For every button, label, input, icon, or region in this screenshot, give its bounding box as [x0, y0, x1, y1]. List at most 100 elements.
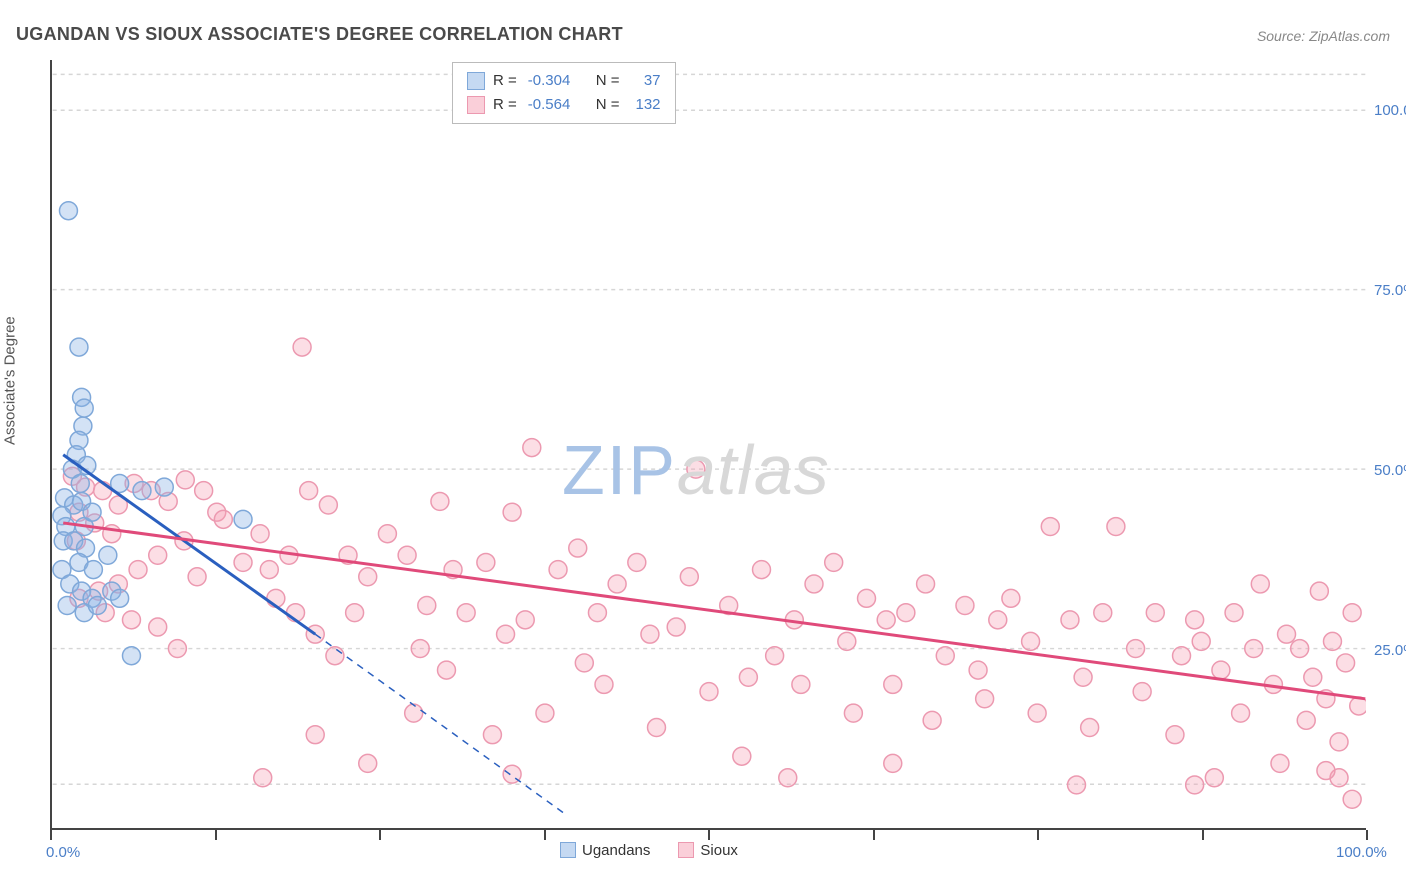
scatter-point: [195, 482, 213, 500]
scatter-point: [1022, 632, 1040, 650]
scatter-point: [1074, 668, 1092, 686]
scatter-point: [897, 604, 915, 622]
scatter-point: [1107, 518, 1125, 536]
scatter-point: [838, 632, 856, 650]
scatter-point: [667, 618, 685, 636]
x-tick-mark: [1202, 830, 1204, 840]
x-tick-mark: [379, 830, 381, 840]
legend-r-label: R =: [493, 93, 517, 117]
scatter-point: [1186, 776, 1204, 794]
legend-r-label: R =: [493, 69, 517, 93]
x-tick-mark: [544, 830, 546, 840]
scatter-point: [628, 553, 646, 571]
scatter-point: [687, 460, 705, 478]
scatter-point: [588, 604, 606, 622]
scatter-point: [359, 568, 377, 586]
scatter-point: [680, 568, 698, 586]
scatter-point: [523, 439, 541, 457]
scatter-point: [411, 640, 429, 658]
scatter-point: [149, 618, 167, 636]
legend-swatch: [467, 96, 485, 114]
scatter-point: [71, 475, 89, 493]
scatter-point: [405, 704, 423, 722]
scatter-point: [549, 561, 567, 579]
scatter-point: [75, 399, 93, 417]
scatter-point: [844, 704, 862, 722]
scatter-point: [214, 510, 232, 528]
scatter-point: [976, 690, 994, 708]
scatter-point: [59, 202, 77, 220]
scatter-point: [438, 661, 456, 679]
scatter-point: [1245, 640, 1263, 658]
scatter-point: [877, 611, 895, 629]
scatter-point: [319, 496, 337, 514]
y-axis-label: Associate's Degree: [2, 316, 19, 445]
scatter-point: [1304, 668, 1322, 686]
scatter-point: [234, 553, 252, 571]
scatter-point: [254, 769, 272, 787]
scatter-point: [595, 675, 613, 693]
scatter-point: [58, 597, 76, 615]
scatter-point: [1291, 640, 1309, 658]
scatter-point: [1094, 604, 1112, 622]
scatter-point: [1212, 661, 1230, 679]
scatter-point: [149, 546, 167, 564]
y-tick-label: 25.0%: [1374, 642, 1406, 659]
legend-n-label: N =: [596, 69, 620, 93]
scatter-point: [1081, 719, 1099, 737]
scatter-point: [1343, 604, 1361, 622]
x-tick-mark: [1366, 830, 1368, 840]
scatter-point: [1166, 726, 1184, 744]
scatter-point: [251, 525, 269, 543]
chart-container: UGANDAN VS SIOUX ASSOCIATE'S DEGREE CORR…: [0, 0, 1406, 892]
scatter-point: [805, 575, 823, 593]
legend-row: R =-0.304N =37: [467, 69, 661, 93]
y-tick-label: 50.0%: [1374, 462, 1406, 479]
scatter-point: [1297, 711, 1315, 729]
chart-title: UGANDAN VS SIOUX ASSOCIATE'S DEGREE CORR…: [16, 24, 623, 45]
scatter-point: [306, 726, 324, 744]
scatter-point: [70, 338, 88, 356]
scatter-point: [1133, 683, 1151, 701]
scatter-point: [1343, 790, 1361, 808]
scatter-point: [779, 769, 797, 787]
series-legend-label: Ugandans: [582, 842, 650, 859]
legend-r-value: -0.304: [528, 69, 580, 93]
scatter-point: [1271, 754, 1289, 772]
scatter-point: [155, 478, 173, 496]
scatter-point: [700, 683, 718, 701]
scatter-point: [168, 640, 186, 658]
scatter-point: [1251, 575, 1269, 593]
scatter-point: [378, 525, 396, 543]
legend-r-value: -0.564: [528, 93, 580, 117]
scatter-point: [1061, 611, 1079, 629]
scatter-point: [936, 647, 954, 665]
scatter-point: [1337, 654, 1355, 672]
scatter-point: [753, 561, 771, 579]
scatter-point: [133, 482, 151, 500]
legend-swatch: [467, 72, 485, 90]
scatter-point: [569, 539, 587, 557]
scatter-point: [83, 503, 101, 521]
scatter-point: [884, 754, 902, 772]
x-tick-mark: [708, 830, 710, 840]
stats-legend-box: R =-0.304N =37R =-0.564N =132: [452, 62, 676, 124]
scatter-point: [188, 568, 206, 586]
trend-line: [63, 523, 1365, 699]
scatter-point: [326, 647, 344, 665]
scatter-plot-svg: [52, 60, 1366, 828]
scatter-point: [858, 589, 876, 607]
scatter-point: [497, 625, 515, 643]
scatter-point: [1232, 704, 1250, 722]
scatter-point: [1317, 762, 1335, 780]
scatter-point: [457, 604, 475, 622]
scatter-point: [989, 611, 1007, 629]
scatter-point: [111, 589, 129, 607]
y-tick-label: 100.0%: [1374, 102, 1406, 119]
scatter-point: [1225, 604, 1243, 622]
scatter-point: [917, 575, 935, 593]
scatter-point: [418, 597, 436, 615]
trend-line-dashed: [315, 634, 564, 813]
scatter-point: [1310, 582, 1328, 600]
scatter-point: [300, 482, 318, 500]
